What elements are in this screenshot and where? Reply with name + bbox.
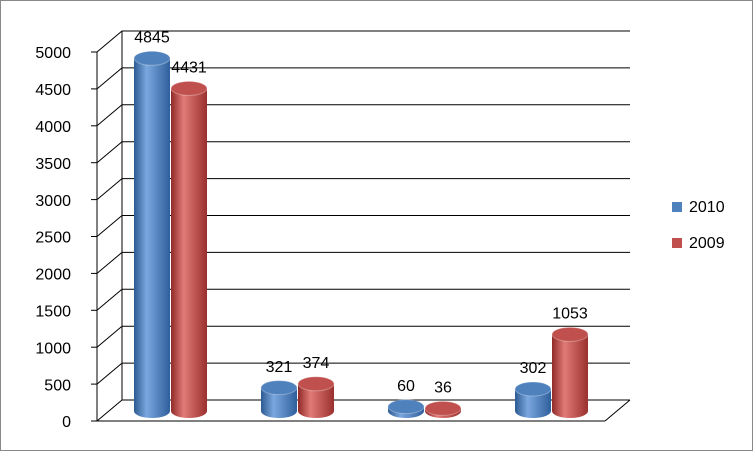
- y-tick-label: 500: [44, 377, 71, 394]
- bar: [552, 334, 588, 418]
- legend-label: 2010: [689, 199, 725, 216]
- y-tick-label: 0: [62, 414, 71, 431]
- grid-line: [96, 288, 630, 311]
- bar-top: [170, 80, 208, 96]
- grid-line: [96, 67, 630, 90]
- grid-line: [96, 362, 630, 385]
- bar-top: [133, 50, 171, 66]
- value-label: 374: [303, 355, 330, 372]
- grid-line: [96, 141, 630, 164]
- grid-line: [96, 251, 630, 274]
- value-label: 36: [434, 380, 452, 397]
- value-label: 1053: [552, 306, 588, 323]
- y-tick-label: 1000: [35, 340, 71, 357]
- grid-line: [96, 215, 630, 237]
- grid-line: [96, 30, 630, 53]
- legend-swatch: [672, 238, 682, 248]
- bar-top: [551, 326, 589, 342]
- bar-top: [297, 376, 335, 392]
- y-tick-label: 4500: [35, 82, 71, 99]
- value-label: 4845: [134, 30, 170, 47]
- bar: [261, 387, 297, 418]
- y-tick-label: 1500: [35, 304, 71, 321]
- bar-top: [424, 400, 462, 416]
- bar: [298, 383, 334, 418]
- legend-label: 2009: [689, 235, 725, 252]
- bar: [134, 58, 170, 419]
- bar-top: [260, 380, 298, 396]
- grid-line: [96, 178, 630, 200]
- value-label: 302: [520, 360, 547, 377]
- y-tick-label: 2000: [35, 267, 71, 284]
- y-tick-label: 3500: [35, 156, 71, 173]
- y-tick-label: 2500: [35, 230, 71, 247]
- value-label: 321: [266, 359, 293, 376]
- bar: [171, 88, 207, 418]
- axis-line: [604, 399, 631, 422]
- bar-top: [387, 399, 425, 415]
- y-tick-label: 3000: [35, 193, 71, 210]
- y-tick-label: 5000: [35, 45, 71, 62]
- value-label: 4431: [171, 60, 207, 77]
- value-label: 60: [397, 378, 415, 395]
- legend-swatch: [672, 202, 682, 212]
- y-tick-label: 4000: [35, 119, 71, 136]
- bar: [515, 389, 551, 418]
- grid-line: [96, 104, 630, 127]
- grid-line: [96, 399, 630, 422]
- grid-line: [96, 325, 630, 348]
- bar-top: [514, 381, 552, 397]
